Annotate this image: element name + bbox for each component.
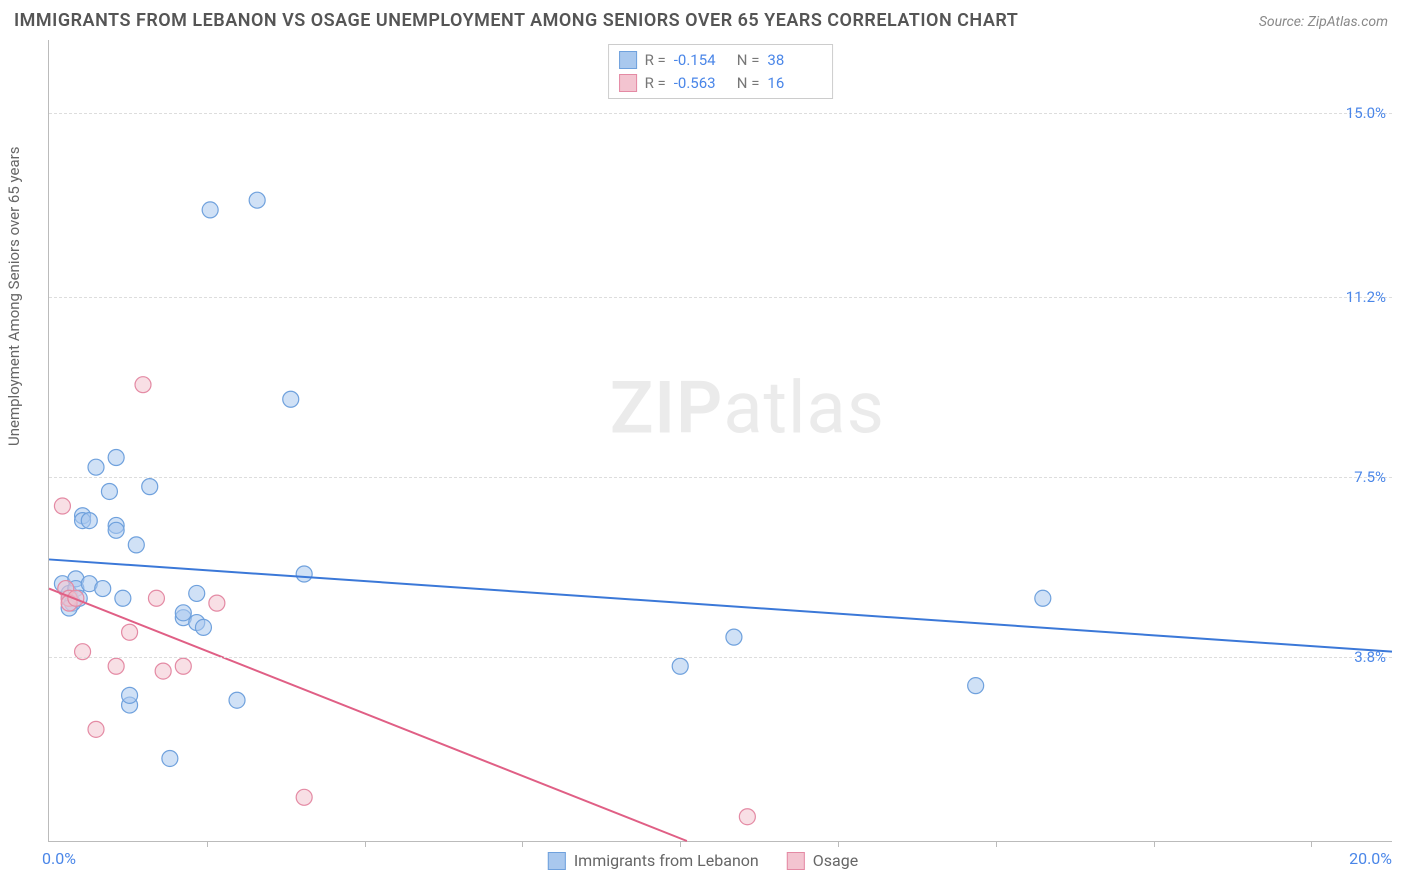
source-label: Source: ZipAtlas.com	[1259, 14, 1388, 30]
gridline	[49, 113, 1392, 114]
data-point	[202, 202, 218, 218]
data-point	[189, 585, 205, 601]
data-point	[54, 498, 70, 514]
data-point	[135, 377, 151, 393]
legend-stat-row: R = -0.154 N = 38	[619, 49, 823, 72]
data-point	[296, 566, 312, 582]
x-tick	[680, 841, 681, 847]
data-point	[108, 522, 124, 538]
x-tick	[207, 841, 208, 847]
legend-swatch	[548, 852, 566, 870]
plot-svg	[49, 40, 1392, 841]
x-axis-max: 20.0%	[1349, 849, 1392, 868]
data-point	[108, 658, 124, 674]
x-tick	[838, 841, 839, 847]
legend-swatch	[619, 51, 637, 69]
y-axis-label: Unemployment Among Seniors over 65 years	[5, 147, 23, 446]
chart-title: IMMIGRANTS FROM LEBANON VS OSAGE UNEMPLO…	[14, 10, 1018, 31]
x-tick	[365, 841, 366, 847]
data-point	[155, 663, 171, 679]
data-point	[209, 595, 225, 611]
data-point	[142, 479, 158, 495]
legend-item: Osage	[787, 851, 858, 870]
plot-area: ZIPatlas R =-0.154N =38R =-0.563N =16 3.…	[48, 40, 1392, 842]
y-tick-label: 11.2%	[1340, 288, 1386, 306]
data-point	[283, 391, 299, 407]
data-point	[739, 809, 755, 825]
x-tick	[522, 841, 523, 847]
y-tick-label: 3.8%	[1348, 648, 1386, 666]
data-point	[296, 789, 312, 805]
legend-r-label: R =	[645, 49, 666, 72]
legend-n-label: N =	[737, 49, 760, 72]
gridline	[49, 657, 1392, 658]
data-point	[128, 537, 144, 553]
legend-stat-row: R = -0.563 N = 16	[619, 72, 823, 95]
legend-n-label: N =	[737, 72, 760, 95]
x-tick	[1311, 841, 1312, 847]
legend-item: Immigrants from Lebanon	[548, 851, 759, 870]
legend-n-value: 38	[767, 49, 822, 72]
data-point	[115, 590, 131, 606]
y-tick-label: 7.5%	[1348, 468, 1386, 486]
legend-r-value: -0.563	[674, 72, 729, 95]
data-point	[162, 750, 178, 766]
data-point	[175, 605, 191, 621]
data-point	[175, 658, 191, 674]
legend-r-value: -0.154	[674, 49, 729, 72]
legend-series-name: Osage	[813, 851, 858, 870]
gridline	[49, 297, 1392, 298]
data-point	[148, 590, 164, 606]
data-point	[95, 581, 111, 597]
legend-stats: R = -0.154 N = 38 R = -0.563 N = 16	[608, 44, 834, 99]
legend-swatch	[619, 74, 637, 92]
data-point	[122, 624, 138, 640]
regression-line	[49, 559, 1392, 651]
data-point	[968, 678, 984, 694]
data-point	[122, 687, 138, 703]
data-point	[672, 658, 688, 674]
data-point	[88, 721, 104, 737]
data-point	[195, 619, 211, 635]
data-point	[108, 449, 124, 465]
legend-series: Immigrants from Lebanon Osage	[548, 851, 858, 870]
legend-swatch	[787, 852, 805, 870]
y-tick-label: 15.0%	[1340, 104, 1386, 122]
x-axis-min: 0.0%	[42, 849, 76, 868]
legend-n-value: 16	[767, 72, 822, 95]
data-point	[249, 192, 265, 208]
legend-r-label: R =	[645, 72, 666, 95]
data-point	[229, 692, 245, 708]
regression-line	[49, 589, 687, 841]
data-point	[1035, 590, 1051, 606]
x-tick	[1154, 841, 1155, 847]
data-point	[88, 459, 104, 475]
data-point	[726, 629, 742, 645]
x-tick	[996, 841, 997, 847]
legend-series-name: Immigrants from Lebanon	[574, 851, 759, 870]
gridline	[49, 477, 1392, 478]
data-point	[81, 513, 97, 529]
data-point	[101, 483, 117, 499]
